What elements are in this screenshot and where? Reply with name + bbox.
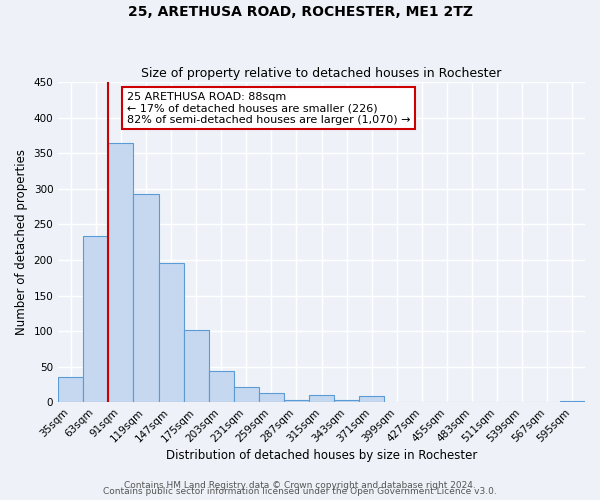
Bar	[334, 400, 359, 402]
Bar	[58, 378, 83, 402]
Bar	[359, 396, 385, 402]
Title: Size of property relative to detached houses in Rochester: Size of property relative to detached ho…	[142, 66, 502, 80]
Bar	[133, 194, 158, 402]
Bar	[259, 393, 284, 402]
Bar	[234, 388, 259, 402]
Bar	[109, 143, 133, 402]
X-axis label: Distribution of detached houses by size in Rochester: Distribution of detached houses by size …	[166, 450, 477, 462]
Text: 25, ARETHUSA ROAD, ROCHESTER, ME1 2TZ: 25, ARETHUSA ROAD, ROCHESTER, ME1 2TZ	[128, 5, 473, 19]
Bar	[83, 236, 109, 402]
Bar	[184, 330, 209, 402]
Bar	[158, 263, 184, 402]
Text: Contains public sector information licensed under the Open Government Licence v3: Contains public sector information licen…	[103, 487, 497, 496]
Y-axis label: Number of detached properties: Number of detached properties	[15, 149, 28, 335]
Bar	[284, 400, 309, 402]
Text: 25 ARETHUSA ROAD: 88sqm
← 17% of detached houses are smaller (226)
82% of semi-d: 25 ARETHUSA ROAD: 88sqm ← 17% of detache…	[127, 92, 410, 125]
Bar	[309, 395, 334, 402]
Text: Contains HM Land Registry data © Crown copyright and database right 2024.: Contains HM Land Registry data © Crown c…	[124, 480, 476, 490]
Bar	[560, 401, 585, 402]
Bar	[209, 371, 234, 402]
